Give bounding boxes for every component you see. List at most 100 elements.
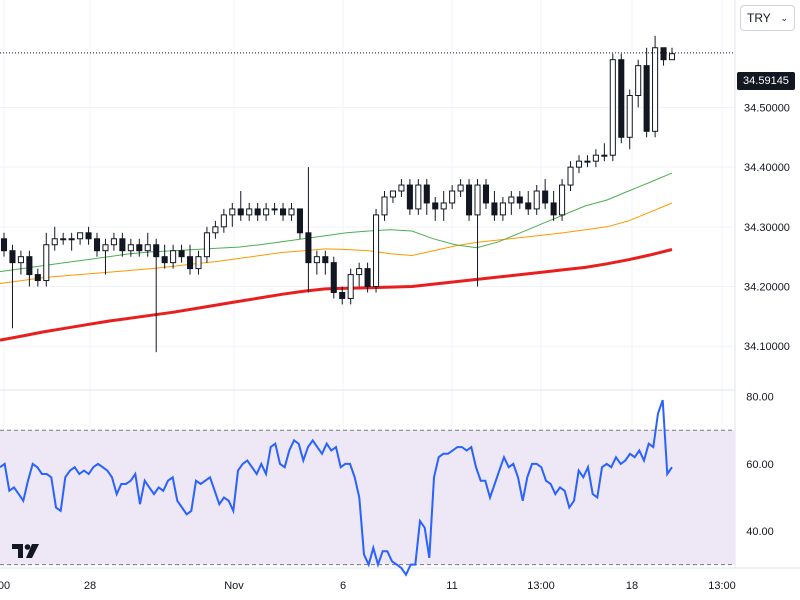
candle-body [153,244,160,258]
candle-body [34,274,41,282]
candle [110,232,117,251]
tradingview-logo[interactable] [12,540,44,562]
currency-select[interactable]: TRY ⌄ [740,5,795,31]
candle-body [525,202,532,210]
candle [575,155,583,174]
ema-fast-line [0,172,673,273]
candle [440,191,447,221]
candle-body [203,232,210,258]
time-tick-label: 00 [0,580,10,592]
candle [330,256,337,299]
candle [77,232,84,245]
candle [127,238,134,257]
candle [43,232,50,287]
price-tick-label: 34.30000 [744,222,790,234]
rsi-line [0,399,673,577]
candle-body [280,208,287,216]
candle-body [364,268,371,288]
candle [51,226,58,251]
candle-body [170,250,177,264]
candle [313,250,320,275]
candle [542,179,549,209]
candle-body [652,47,659,132]
candle [668,47,676,61]
candle-body [457,184,464,192]
candle [263,202,270,221]
candle-body [51,238,58,246]
candle [144,232,151,257]
candle [660,47,667,66]
currency-select-value: TRY [747,11,771,25]
candle-body [567,166,574,186]
candle [567,161,574,192]
candle-body [68,238,75,241]
candle [356,262,363,287]
candle-body [482,184,490,204]
candle-body [499,202,506,216]
candle-body [339,291,346,299]
candle [635,59,642,108]
rsi-axis: 40.00 60.00 80.00 [746,392,774,538]
candle-body [77,232,84,240]
candle [26,250,33,287]
candle [34,268,41,287]
candle-body [313,256,320,264]
candle [525,191,532,215]
candle [373,208,380,293]
time-tick-label: 13:00 [527,580,555,592]
candle-body [144,244,151,252]
candle-body [161,256,168,264]
candle [508,191,515,215]
candle-body [119,238,126,252]
candle [17,250,24,275]
candle [161,244,168,269]
candle-body [373,214,380,288]
candle-body [398,184,405,192]
candle-body [60,238,67,241]
candle-body [609,59,616,156]
candle [60,232,67,245]
candle [195,250,202,275]
candle-body [127,244,134,252]
candle-body [432,202,439,210]
candle [85,226,92,245]
candle-body [9,250,16,264]
candle [652,35,659,138]
candle [347,268,354,305]
price-tick-label: 34.10000 [744,341,790,353]
candle-body [381,196,388,216]
candle-body [643,65,650,132]
time-tick-label: 28 [84,580,96,592]
ema-mid-line [0,202,673,284]
time-tick-label: 11 [446,580,457,592]
time-axis: 00 28 Nov 6 11 13:00 18 13:00 [0,580,736,592]
candle-body [17,256,24,264]
candle-body [516,196,523,204]
price-tick-label: 34.50000 [744,102,790,114]
candle-body [93,238,101,252]
candle [280,202,287,221]
candle-body [136,244,143,252]
rsi-tick-label: 40.00 [746,526,774,538]
candle [296,208,303,239]
candle [9,244,16,329]
candle-body [102,244,109,252]
candle-body [85,232,92,240]
candle-body [415,184,422,210]
candle [364,262,371,293]
candle [406,179,413,215]
candle-body [195,256,202,270]
candle [626,89,633,150]
candle [643,47,650,138]
candle [432,196,439,221]
price-tick-label: 34.40000 [744,162,790,174]
candle-body [668,53,676,61]
candle [491,191,498,221]
candle-body [449,190,456,204]
candle-body [440,202,447,210]
time-tick-label: 6 [340,580,346,592]
rsi-band [0,430,735,565]
candle-body [626,95,633,138]
candle-body [474,184,481,216]
